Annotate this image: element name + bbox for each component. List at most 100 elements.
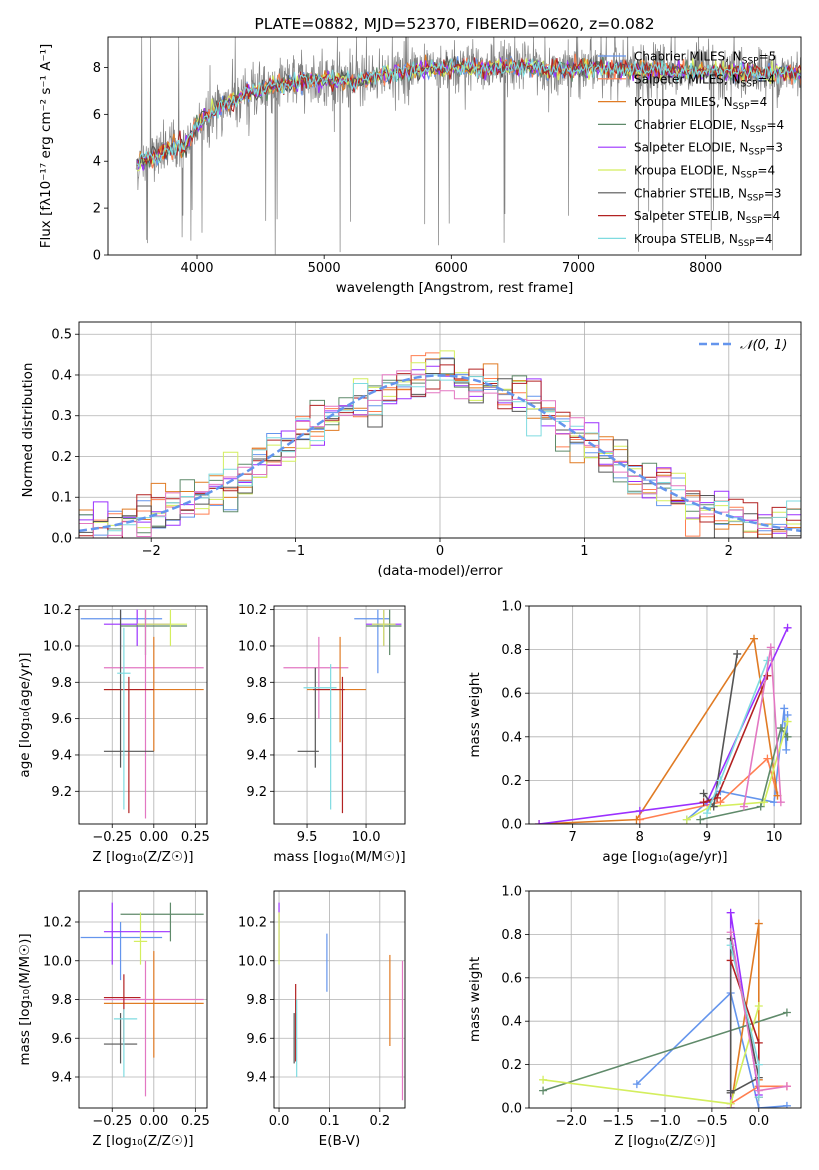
legend-label: Kroupa ELODIE, NSSP=4 [634, 164, 775, 181]
y-tick-label: 0 [93, 249, 101, 264]
x-tick-label: −2.0 [555, 1114, 587, 1129]
y-tick-label: 10.2 [43, 916, 72, 931]
x-tick-label: 4000 [180, 261, 213, 276]
x-tick-label: 10 [766, 830, 783, 845]
x-tick-label: 9 [703, 830, 711, 845]
x-axis-label: Z [log₁₀(Z/Z☉)] [92, 1133, 193, 1149]
axes-frame [78, 321, 802, 539]
axes-frame [78, 605, 208, 825]
weight-point-marker [763, 754, 772, 763]
y-tick-label: 9.6 [246, 1032, 267, 1047]
errorbar-point [103, 902, 171, 965]
y-tick-label: 10.2 [238, 916, 267, 931]
weight-point-marker [539, 1075, 548, 1084]
x-tick-label: −0.25 [92, 830, 132, 845]
weight-point-marker [539, 1086, 548, 1095]
weight-point-marker [754, 919, 763, 928]
weight_vs_Z-panel: −2.0 −1.5 −1.0 −0.5 0.0 0.0 0.2 0.4 0.6 0.8 1.0 Z [… [467, 885, 802, 1149]
weight-point-marker [682, 815, 691, 824]
weight-point-marker [709, 802, 718, 811]
y-tick-label: 9.4 [246, 1071, 267, 1086]
y-tick-label: 0.6 [501, 971, 522, 986]
x-axis-label: mass [log₁₀(M/M☉)] [273, 849, 405, 865]
mass_vs_Z-plot-area [80, 902, 204, 1097]
weight-point-marker [726, 928, 735, 937]
x-tick-label: −1 [286, 544, 305, 559]
errorbar-point [303, 664, 337, 810]
residual-histogram-step [79, 370, 801, 538]
weight-point-marker [726, 1088, 735, 1097]
weight-point-marker [770, 798, 779, 807]
x-axis-label: Z [log₁₀(Z/Z☉)] [92, 849, 193, 865]
x-tick-label: 0.0 [269, 1114, 290, 1129]
weight-point-marker [739, 802, 748, 811]
x-tick-label: 5000 [308, 261, 341, 276]
legend-label: Salpeter STELIB, NSSP=4 [634, 209, 780, 226]
y-tick-label: 0.2 [51, 450, 72, 465]
errorbar-point [103, 951, 204, 1058]
y-tick-label: 0.6 [501, 687, 522, 702]
x-tick-label: −1.5 [602, 1114, 634, 1129]
weight-point-marker [713, 793, 722, 802]
weight-series-line [542, 1005, 760, 1105]
x-tick-label: 1 [580, 544, 588, 559]
mass_vs_ebv-panel: 0.0 0.1 0.2 9.4 9.6 9.8 10.0 10.2 E(B-V) [238, 890, 406, 1149]
y-tick-label: 9.8 [246, 676, 267, 691]
y-tick-label: 9.4 [246, 748, 267, 763]
weight-point-marker [776, 724, 785, 733]
weight-point-marker [726, 956, 735, 965]
x-tick-label: 0.25 [181, 1114, 210, 1129]
x-tick-label: 10.0 [352, 830, 381, 845]
y-tick-label: 10.0 [238, 954, 267, 969]
axes-frame [528, 890, 802, 1109]
x-tick-label: −0.25 [92, 1114, 132, 1129]
y-axis-label: mass weight [467, 957, 483, 1042]
x-tick-label: 8 [636, 830, 644, 845]
y-tick-label: 1.0 [501, 885, 522, 900]
y-tick-label: 0.0 [501, 1102, 522, 1117]
weight-point-marker [699, 798, 708, 807]
y-axis-label: mass [log₁₀(M/M☉)] [17, 933, 33, 1065]
weight-point-marker [632, 1080, 641, 1089]
weight-series-line [539, 636, 779, 824]
y-tick-label: 6 [93, 108, 101, 123]
weight-point-marker [754, 1060, 763, 1069]
errorbar-point [80, 609, 163, 650]
y-axis-label: mass weight [467, 672, 483, 757]
x-tick-label: −0.5 [696, 1114, 728, 1129]
weight-point-marker [782, 1008, 791, 1017]
weight-point-marker [716, 776, 725, 785]
weight-point-marker [783, 717, 792, 726]
x-tick-label: 0.0 [748, 1114, 769, 1129]
x-axis-label: Z [log₁₀(Z/Z☉)] [614, 1133, 715, 1149]
weight-point-marker [726, 908, 735, 917]
weight-point-marker [754, 1086, 763, 1095]
errorbar-point [371, 609, 396, 646]
y-tick-label: 0.8 [501, 928, 522, 943]
legend-label: Chabrier ELODIE, NSSP=4 [634, 118, 784, 135]
y-tick-label: 10.2 [43, 603, 72, 618]
weight-point-marker [733, 649, 742, 658]
weight-point-marker [760, 798, 769, 807]
legend-label: 𝒩(0, 1) [740, 338, 787, 353]
x-tick-label: 9.5 [297, 830, 318, 845]
weight-point-marker [716, 798, 725, 807]
errorbar-point [133, 912, 148, 965]
y-tick-label: 0.8 [501, 643, 522, 658]
y-tick-label: 0.0 [51, 532, 72, 547]
residuals-panel: −2 −1 0 1 2 0.0 0.1 0.2 0.3 0.4 0.5 (data-model)/er… [20, 321, 802, 579]
weight-point-marker [783, 732, 792, 741]
mass_vs_ebv-plot-area [278, 902, 404, 1101]
errorbar-point [103, 676, 154, 814]
y-tick-label: 9.8 [51, 993, 72, 1008]
gaussian-reference-line [79, 374, 801, 533]
mass_vs_Z-panel: −0.25 0.00 0.25 9.4 9.6 9.8 10.0 10.2 Z [log₁₀(Z… [17, 890, 210, 1149]
x-axis-label: (data-model)/error [377, 563, 503, 579]
residuals-plot-area [79, 350, 801, 538]
x-tick-label: 0 [436, 544, 444, 559]
y-axis-label: Flux [fλ10⁻¹⁷ erg cm⁻² s⁻¹ A⁻¹] [38, 44, 54, 249]
weight_vs_age-plot-area [535, 623, 792, 824]
x-tick-label: 0.00 [139, 1114, 168, 1129]
age_vs_mass-plot-area [283, 609, 402, 814]
